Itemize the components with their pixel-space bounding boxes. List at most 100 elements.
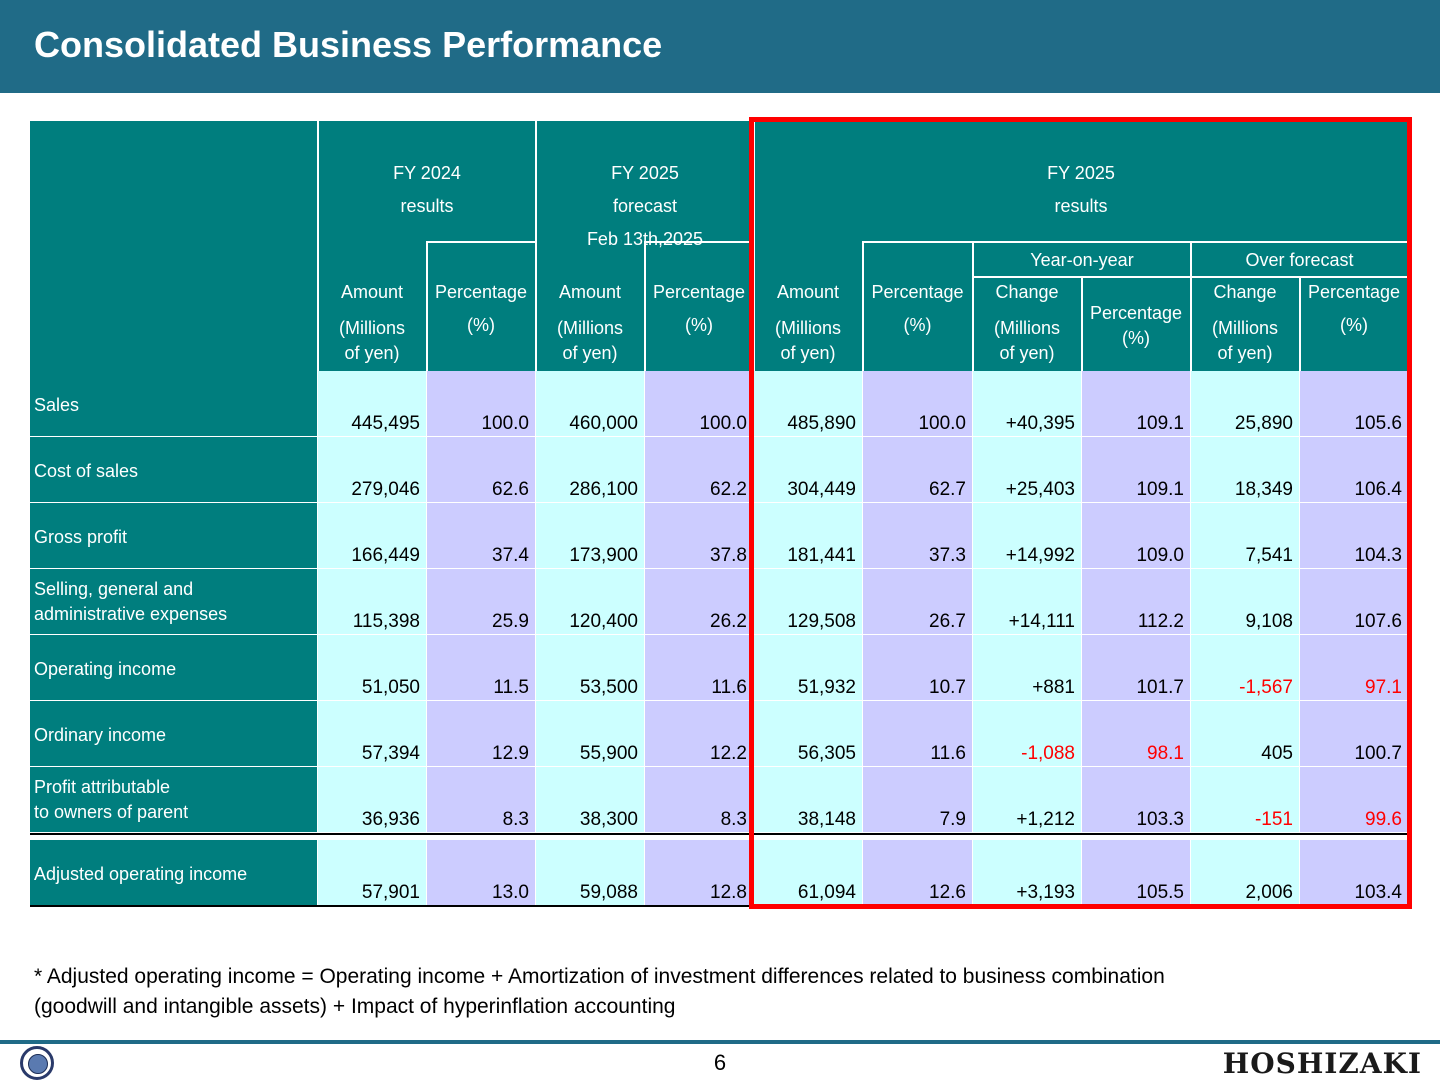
cell-value: 97.1: [1365, 677, 1402, 698]
cell-value: -1,088: [1021, 743, 1075, 764]
column-header-title: Percentage: [1089, 303, 1183, 323]
performance-table: FY 2024 results FY 2025 forecast Feb 13t…: [30, 121, 1408, 907]
cell-value: 9,108: [1245, 611, 1293, 632]
cell-value: 37.4: [492, 545, 529, 566]
table-cell: -1,088: [973, 701, 1081, 766]
cell-value: 13.0: [492, 882, 529, 903]
table-cell: +14,111: [973, 569, 1081, 634]
column-header-unit: of yen): [1217, 343, 1273, 363]
column-header-unit: of yen): [562, 343, 618, 363]
cell-value: 62.6: [492, 479, 529, 500]
cell-value: 11.6: [930, 743, 966, 764]
table-cell: 37.8: [645, 503, 753, 568]
header-fy2025-forecast-line1: FY 2025: [611, 163, 679, 183]
page-title: Consolidated Business Performance: [34, 24, 663, 65]
cell-value: +14,111: [1008, 611, 1075, 632]
table-cell: 9,108: [1191, 569, 1299, 634]
cell-value: 10.7: [929, 677, 966, 698]
page-number: 6: [713, 1050, 727, 1075]
company-emblem-icon: [20, 1046, 54, 1080]
table-cell: 37.4: [427, 503, 535, 568]
cell-value: 51,050: [361, 677, 420, 698]
cell-value: 100.0: [481, 413, 529, 434]
table-cell: +3,193: [973, 840, 1081, 905]
cell-value: 8.3: [502, 809, 529, 830]
row-label-line1: Gross profit: [34, 527, 128, 547]
row-label-line1: Profit attributable: [34, 777, 171, 797]
column-header-title: Change: [995, 282, 1059, 302]
table-cell: 460,000: [536, 371, 644, 436]
cell-value: 103.3: [1136, 809, 1184, 830]
table-cell: 12.6: [863, 840, 972, 905]
row-label-6: Profit attributable to owners of parent: [30, 767, 317, 832]
table-cell: 279,046: [318, 437, 426, 502]
cell-value: 57,901: [361, 882, 420, 903]
cell-value: -1,567: [1239, 677, 1293, 698]
row-label-line1: Sales: [34, 395, 80, 415]
header-fy2025-results: FY 2025 results: [754, 157, 1408, 223]
column-header-title: Amount: [776, 282, 840, 302]
table-cell: 112.2: [1082, 569, 1190, 634]
cell-value: 57,394: [361, 743, 420, 764]
table-cell: 100.7: [1300, 701, 1408, 766]
table-cell: 98.1: [1082, 701, 1190, 766]
table-cell: 51,050: [318, 635, 426, 700]
cell-value: 100.7: [1354, 743, 1402, 764]
cell-value: 53,500: [579, 677, 638, 698]
table-cell: 13.0: [427, 840, 535, 905]
cell-value: 173,900: [569, 545, 638, 566]
cell-value: 2,006: [1245, 882, 1293, 903]
table-cell: 100.0: [427, 371, 535, 436]
table-cell: +1,212: [973, 767, 1081, 832]
cell-value: 36,936: [361, 809, 420, 830]
table-cell: 97.1: [1300, 635, 1408, 700]
table-cell: 181,441: [754, 503, 862, 568]
footnote: * Adjusted operating income = Operating …: [34, 962, 1165, 1022]
cell-value: 105.5: [1136, 882, 1184, 903]
table-cell: 8.3: [645, 767, 753, 832]
cell-value: 304,449: [787, 479, 856, 500]
header-fy2025-results-line1: FY 2025: [1047, 163, 1115, 183]
table-cell: 26.7: [863, 569, 972, 634]
cell-value: 37.8: [710, 545, 747, 566]
cell-value: 445,495: [351, 413, 420, 434]
cell-value: 109.1: [1136, 479, 1184, 500]
table-cell: 304,449: [754, 437, 862, 502]
table-cell: 104.3: [1300, 503, 1408, 568]
row-label-line2: administrative expenses: [34, 604, 228, 624]
header-yoy: Year-on-year: [1030, 250, 1134, 270]
cell-value: -151: [1254, 809, 1293, 830]
table-cell: 62.2: [645, 437, 753, 502]
cell-value: 109.0: [1136, 545, 1184, 566]
column-header-title: Percentage: [871, 282, 964, 302]
table-cell: 25.9: [427, 569, 535, 634]
row-label-line1: Selling, general and: [34, 579, 194, 599]
table-cell: 405: [1191, 701, 1299, 766]
column-header-unit: (Millions: [774, 318, 841, 338]
table-cell: 109.0: [1082, 503, 1190, 568]
table-cell: 100.0: [863, 371, 972, 436]
cell-value: 120,400: [569, 611, 638, 632]
table-cell: 2,006: [1191, 840, 1299, 905]
column-header-title: Amount: [340, 282, 404, 302]
cell-value: 61,094: [797, 882, 856, 903]
cell-value: 104.3: [1354, 545, 1402, 566]
table-cell: 59,088: [536, 840, 644, 905]
table-cell: 56,305: [754, 701, 862, 766]
table-cell: 10.7: [863, 635, 972, 700]
table-cell: 36,936: [318, 767, 426, 832]
table-cell: -1,567: [1191, 635, 1299, 700]
table-cell: 109.1: [1082, 371, 1190, 436]
table-cell: 286,100: [536, 437, 644, 502]
table-cell: 107.6: [1300, 569, 1408, 634]
cell-value: 7,541: [1245, 545, 1293, 566]
table-cell: 11.6: [863, 701, 972, 766]
column-header-unit: (%): [1340, 315, 1368, 335]
header-fy2025-forecast: FY 2025 forecast Feb 13th,2025: [536, 157, 754, 256]
table-cell: 55,900: [536, 701, 644, 766]
row-label-line1: Operating income: [34, 659, 177, 679]
row-label-3: Selling, general and administrative expen…: [30, 569, 317, 634]
cell-value: +14,992: [1005, 545, 1075, 566]
column-header-unit: (Millions: [556, 318, 623, 338]
cell-value: 56,305: [797, 743, 856, 764]
